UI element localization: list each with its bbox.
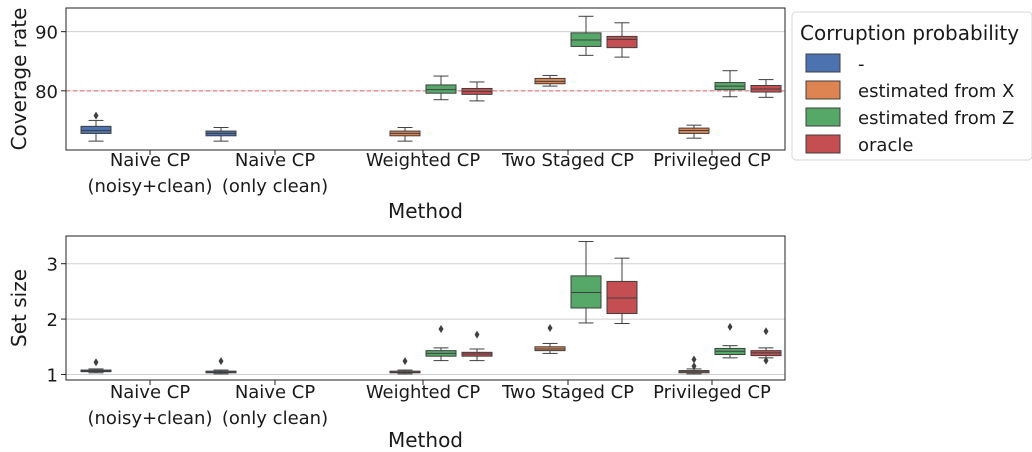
x-tick-label: Weighted CP <box>366 150 481 171</box>
y-tick-label: 90 <box>35 23 58 44</box>
x-tick-label: (noisy+clean) <box>88 408 213 429</box>
box-2-3 <box>461 330 493 362</box>
outlier-point <box>402 357 408 366</box>
coverage-rate-panel: 80 90 Naive CP (noisy+clean) Naive CP (only c… <box>7 7 786 223</box>
outlier-point <box>691 355 697 364</box>
x-tick-label: Privileged CP <box>653 150 771 171</box>
legend-swatch <box>805 80 841 100</box>
box-0-0 <box>80 358 112 374</box>
x-tick-label: (noisy+clean) <box>88 176 213 197</box>
box-3-2 <box>570 15 602 56</box>
box-body <box>80 125 112 134</box>
outlier-point <box>93 358 99 367</box>
box-2-1 <box>389 357 421 375</box>
legend-label: estimated from Z <box>858 108 1014 129</box>
box-3-3 <box>606 257 638 325</box>
axes-frame <box>65 7 786 151</box>
legend-label: - <box>858 54 865 75</box>
x-tick-label: Weighted CP <box>366 382 481 403</box>
outlier-point <box>438 325 444 334</box>
legend-label: oracle <box>858 135 913 156</box>
box-4-3 <box>750 79 782 98</box>
box-2-2 <box>425 75 457 101</box>
legend: Corruption probability - estimated from X e… <box>791 11 1032 161</box>
legend-frame <box>791 11 1032 161</box>
x-axis-label: Method <box>388 428 463 452</box>
y-axis-label: Set size <box>7 269 31 347</box>
outlier-point <box>547 323 553 332</box>
x-tick-label: Privileged CP <box>653 382 771 403</box>
box-4-2 <box>714 322 746 359</box>
box-2-3 <box>461 81 493 102</box>
outlier-point <box>763 327 769 336</box>
box-body <box>570 275 602 309</box>
box-2-1 <box>389 127 421 142</box>
box-body <box>606 35 638 49</box>
x-tick-label: (only clean) <box>222 408 328 429</box>
x-tick-label: Naive CP <box>110 382 191 403</box>
x-tick-label: Two Staged CP <box>501 382 634 403</box>
box-body <box>425 84 457 94</box>
box-4-1 <box>678 124 710 139</box>
x-tick-label: Naive CP <box>110 150 191 171</box>
x-tick-label: Naive CP <box>235 150 316 171</box>
outlier-point <box>763 356 769 365</box>
outlier-point <box>218 357 224 366</box>
box-3-1 <box>534 323 566 354</box>
box-3-2 <box>570 241 602 324</box>
axes-frame <box>65 235 786 381</box>
legend-title: Corruption probability <box>800 21 1019 45</box>
x-tick-label: (only clean) <box>222 176 328 197</box>
x-axis-label: Method <box>388 199 463 223</box>
box-1-0 <box>205 127 237 142</box>
box-1-0 <box>205 357 237 375</box>
box-3-3 <box>606 22 638 58</box>
legend-swatch <box>805 134 841 154</box>
y-tick-label: 80 <box>35 82 58 103</box>
legend-swatch <box>805 53 841 73</box>
outlier-point <box>691 362 697 371</box>
outlier-point <box>93 111 99 120</box>
box-2-2 <box>425 325 457 362</box>
box-3-1 <box>534 74 566 87</box>
x-tick-label: Naive CP <box>235 382 316 403</box>
legend-label: estimated from X <box>858 81 1014 102</box>
set-size-panel: 1 2 3 Naive CP (noisy+clean) Naive CP (only cl… <box>7 235 786 452</box>
x-tick-label: Two Staged CP <box>501 150 634 171</box>
box-body <box>606 280 638 315</box>
outlier-point <box>474 330 480 339</box>
y-tick-label: 2 <box>47 310 58 331</box>
box-4-1 <box>678 355 710 375</box>
outlier-point <box>727 322 733 331</box>
box-4-2 <box>714 70 746 98</box>
y-tick-label: 1 <box>47 365 58 386</box>
y-tick-label: 3 <box>47 255 58 276</box>
y-axis-label: Coverage rate <box>7 8 31 151</box>
legend-swatch <box>805 107 841 127</box>
box-4-3 <box>750 327 782 365</box>
box-0-0 <box>80 111 112 142</box>
